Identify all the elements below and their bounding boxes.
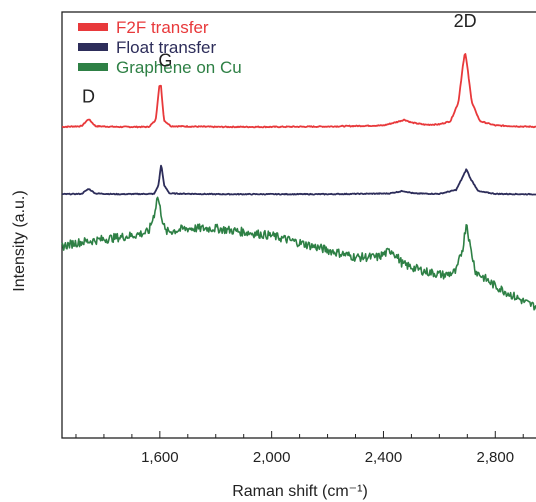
series-layer — [61, 53, 536, 311]
legend-label: Graphene on Cu — [116, 58, 242, 77]
series-line-1 — [61, 53, 536, 129]
x-axis: 1,600 2,000 2,400 2,800 — [75, 431, 524, 466]
peak-label: D — [82, 86, 95, 106]
plot-area-frame — [61, 11, 536, 439]
x-tick-label: 2,000 — [253, 449, 291, 466]
series-line-2 — [61, 164, 536, 196]
legend-swatch — [78, 43, 108, 51]
series-line-3 — [61, 196, 536, 311]
x-tick-label: 1,600 — [141, 449, 179, 466]
peak-annotations: D G 2D — [82, 11, 477, 107]
peak-label: 2D — [454, 11, 477, 31]
x-axis-label: Raman shift (cm⁻¹) — [232, 483, 368, 500]
x-tick-label: 2,400 — [365, 449, 403, 466]
legend-swatch — [78, 63, 108, 71]
plot-frame — [61, 11, 536, 439]
legend-swatch — [78, 23, 108, 31]
legend-label: Float transfer — [116, 38, 216, 57]
peak-label: G — [158, 50, 172, 70]
y-axis-label: Intensity (a.u.) — [11, 190, 28, 291]
x-tick-label: 2,800 — [477, 449, 515, 466]
legend-label: F2F transfer — [116, 18, 209, 37]
